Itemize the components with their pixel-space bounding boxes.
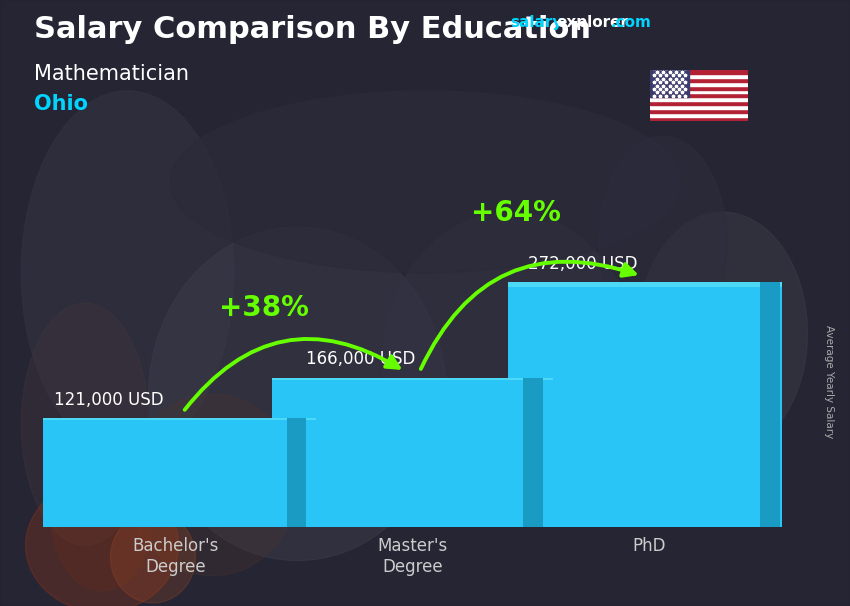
Text: explorer: explorer (557, 15, 629, 30)
Ellipse shape (51, 439, 153, 591)
Text: +64%: +64% (471, 199, 561, 227)
Bar (650, 105, 748, 109)
Bar (650, 109, 748, 113)
Bar (650, 93, 748, 98)
Text: 121,000 USD: 121,000 USD (54, 391, 164, 409)
Ellipse shape (638, 212, 808, 454)
Text: +38%: +38% (219, 295, 309, 322)
Text: salary: salary (510, 15, 563, 30)
Ellipse shape (149, 227, 446, 561)
Bar (508, 282, 790, 287)
Bar (650, 117, 748, 121)
Bar (650, 90, 748, 93)
Bar (650, 98, 748, 101)
Bar (650, 113, 748, 117)
Ellipse shape (110, 512, 196, 603)
Bar (650, 85, 748, 90)
Text: Average Yearly Salary: Average Yearly Salary (824, 325, 834, 438)
Bar (272, 378, 552, 381)
Ellipse shape (21, 303, 149, 545)
Ellipse shape (128, 394, 298, 576)
Ellipse shape (599, 136, 727, 348)
Text: 166,000 USD: 166,000 USD (306, 350, 415, 368)
Bar (650, 101, 748, 105)
Text: Salary Comparison By Education: Salary Comparison By Education (34, 15, 591, 44)
Text: Mathematician: Mathematician (34, 64, 189, 84)
Bar (650, 70, 689, 98)
Text: 272,000 USD: 272,000 USD (528, 255, 638, 273)
Bar (650, 70, 748, 74)
Bar (650, 74, 748, 78)
Text: .com: .com (610, 15, 651, 30)
Bar (35, 418, 316, 527)
Ellipse shape (170, 91, 680, 273)
Ellipse shape (21, 91, 234, 454)
Bar (286, 418, 306, 527)
Ellipse shape (382, 212, 638, 515)
Bar (272, 378, 552, 527)
Bar (650, 82, 748, 85)
Text: Ohio: Ohio (34, 94, 88, 114)
Bar (508, 282, 790, 527)
Bar (524, 378, 543, 527)
Bar (760, 282, 779, 527)
Bar (35, 418, 316, 420)
Bar (650, 78, 748, 82)
Ellipse shape (26, 479, 178, 606)
